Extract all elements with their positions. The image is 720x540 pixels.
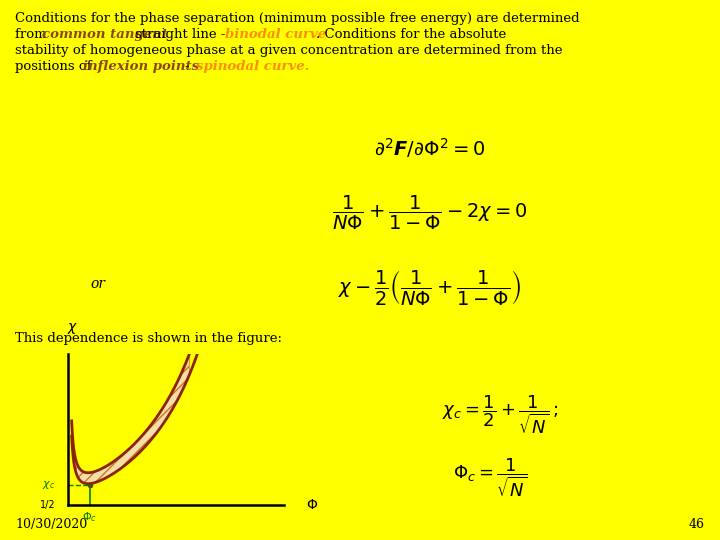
Text: This dependence is shown in the figure:: This dependence is shown in the figure: [15, 332, 282, 345]
Text: common tangent: common tangent [42, 28, 168, 41]
Text: $\chi$: $\chi$ [67, 321, 78, 336]
Text: 46: 46 [689, 518, 705, 531]
Text: inflexion points: inflexion points [83, 60, 199, 73]
Text: from: from [15, 28, 51, 41]
Text: straight line -: straight line - [135, 28, 230, 41]
Text: $\chi_c$: $\chi_c$ [42, 479, 55, 491]
Text: 1/2: 1/2 [40, 500, 55, 510]
Text: spinodal curve.: spinodal curve. [196, 60, 310, 73]
Text: $\Phi$: $\Phi$ [306, 498, 318, 512]
Text: -: - [185, 60, 194, 73]
Text: or: or [90, 277, 105, 291]
Text: $\Phi_c$: $\Phi_c$ [83, 510, 97, 524]
Text: positions of: positions of [15, 60, 96, 73]
Text: $\chi_c = \dfrac{1}{2} + \dfrac{1}{\sqrt{N}}\,;$: $\chi_c = \dfrac{1}{2} + \dfrac{1}{\sqrt… [442, 394, 558, 436]
Text: $\Phi_c = \dfrac{1}{\sqrt{N}}$: $\Phi_c = \dfrac{1}{\sqrt{N}}$ [453, 457, 527, 500]
Text: . Conditions for the absolute: . Conditions for the absolute [316, 28, 506, 41]
Text: $\dfrac{1}{N\Phi} + \dfrac{1}{1-\Phi} - 2\chi = 0$: $\dfrac{1}{N\Phi} + \dfrac{1}{1-\Phi} - … [333, 194, 528, 232]
Text: $\partial^2 \boldsymbol{F}/\partial\Phi^2 = 0$: $\partial^2 \boldsymbol{F}/\partial\Phi^… [374, 136, 485, 160]
Text: Conditions for the phase separation (minimum possible free energy) are determine: Conditions for the phase separation (min… [15, 12, 580, 25]
Text: $\chi - \dfrac{1}{2}\left(\dfrac{1}{N\Phi} + \dfrac{1}{1-\Phi}\right)$: $\chi - \dfrac{1}{2}\left(\dfrac{1}{N\Ph… [338, 268, 521, 307]
Text: binodal curve: binodal curve [225, 28, 326, 41]
Text: stability of homogeneous phase at a given concentration are determined from the: stability of homogeneous phase at a give… [15, 44, 562, 57]
Text: 10/30/2020: 10/30/2020 [15, 518, 87, 531]
